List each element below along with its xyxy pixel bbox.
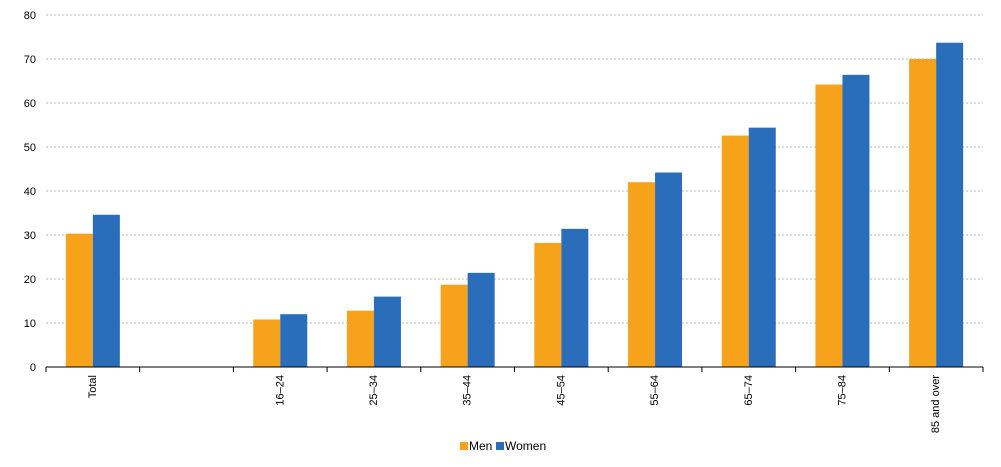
legend-swatch-women bbox=[496, 442, 504, 450]
x-tick-label: 16–24 bbox=[274, 375, 286, 406]
bar-men bbox=[815, 84, 843, 368]
bar-women bbox=[842, 74, 870, 367]
y-tick-label: 60 bbox=[24, 98, 36, 110]
bar-men bbox=[721, 135, 749, 367]
y-tick-label: 30 bbox=[24, 230, 36, 242]
bar-women bbox=[748, 127, 776, 367]
bar-men bbox=[909, 59, 937, 367]
x-tick-label: 35–44 bbox=[462, 375, 474, 406]
axes: 0 10 20 30 40 50 60 70 80 Total 16–24 25–34 35–44 45–… bbox=[24, 10, 984, 433]
bar-men bbox=[346, 310, 374, 367]
gridlines bbox=[46, 14, 983, 324]
x-tick-label: 55–64 bbox=[649, 375, 661, 406]
legend-label-women: Women bbox=[505, 439, 546, 453]
bar-men bbox=[534, 242, 562, 367]
bar-women bbox=[467, 272, 495, 367]
x-tick-label: 45–54 bbox=[555, 375, 567, 406]
bars bbox=[65, 42, 964, 368]
bar-men bbox=[65, 233, 93, 367]
x-tick-label: Total bbox=[87, 375, 99, 398]
y-tick-label: 70 bbox=[24, 54, 36, 66]
bar-men bbox=[440, 284, 468, 367]
y-tick-label: 10 bbox=[24, 318, 36, 330]
bar-men bbox=[628, 182, 656, 367]
bar-women bbox=[92, 214, 120, 367]
bar-women bbox=[373, 296, 401, 367]
bar-women bbox=[936, 42, 964, 367]
bar-women bbox=[561, 228, 589, 367]
y-tick-label: 80 bbox=[24, 10, 36, 22]
bar-men bbox=[253, 319, 281, 367]
y-tick-label: 50 bbox=[24, 142, 36, 154]
y-tick-label: 20 bbox=[24, 274, 36, 286]
x-tick-label: 65–74 bbox=[743, 375, 755, 406]
y-tick-label: 0 bbox=[30, 362, 36, 374]
x-tick-label: 75–84 bbox=[836, 375, 848, 406]
legend-swatch-men bbox=[460, 442, 468, 450]
legend-label-men: Men bbox=[469, 439, 492, 453]
x-tick-label: 85 and over bbox=[930, 375, 942, 433]
y-tick-label: 40 bbox=[24, 186, 36, 198]
x-tick-label: 25–34 bbox=[368, 375, 380, 406]
legend: Men Women bbox=[460, 439, 546, 453]
bar-women bbox=[655, 172, 683, 367]
bar-women bbox=[280, 314, 308, 367]
